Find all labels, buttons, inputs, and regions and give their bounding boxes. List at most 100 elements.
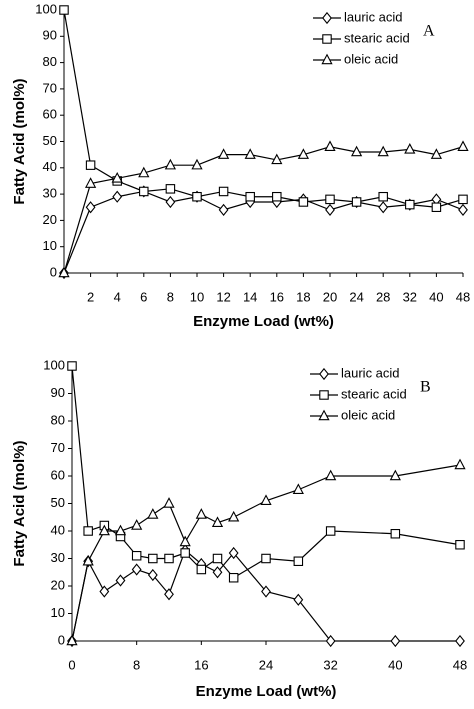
series-line <box>63 146 464 274</box>
marker <box>272 191 282 202</box>
marker <box>378 201 389 214</box>
marker <box>59 5 69 15</box>
marker <box>179 535 191 547</box>
x-tick-label: 28 <box>376 289 390 304</box>
marker <box>455 634 465 648</box>
y-tick-label: 60 <box>43 107 57 122</box>
marker <box>260 494 272 506</box>
y-tick-label: 70 <box>51 440 65 455</box>
marker <box>164 553 174 564</box>
y-tick-label: 90 <box>43 28 57 43</box>
marker <box>85 201 96 214</box>
y-tick-label: 100 <box>35 1 57 16</box>
x-tick-label: 16 <box>194 657 208 672</box>
x-tick-label: 8 <box>133 657 140 672</box>
marker <box>164 588 174 601</box>
marker <box>458 194 468 205</box>
marker <box>350 145 363 157</box>
marker <box>325 203 335 216</box>
marker <box>191 158 203 170</box>
y-tick-label: 40 <box>51 522 65 537</box>
marker <box>192 191 202 202</box>
marker <box>114 524 127 536</box>
x-tick-label: 8 <box>167 289 174 304</box>
marker <box>319 367 329 381</box>
marker <box>404 143 416 154</box>
y-tick-label: 20 <box>51 577 65 592</box>
marker <box>293 556 304 566</box>
x-axis-label: Enzyme Load (wt%) <box>196 683 337 700</box>
marker <box>430 148 443 159</box>
marker <box>195 508 207 519</box>
marker <box>217 148 230 159</box>
marker <box>163 497 175 508</box>
series-line <box>71 549 460 642</box>
y-tick-label: 100 <box>43 357 65 372</box>
marker <box>111 171 123 183</box>
y-tick-label: 70 <box>43 80 57 95</box>
series-line <box>71 464 461 642</box>
y-tick-label: 60 <box>51 467 65 482</box>
marker <box>85 160 96 170</box>
marker <box>319 390 329 400</box>
marker <box>297 148 310 159</box>
y-tick-label: 90 <box>51 385 65 400</box>
marker <box>431 202 442 213</box>
y-tick-label: 10 <box>51 605 65 620</box>
marker <box>212 566 223 579</box>
legend-label: stearic acid <box>344 30 410 45</box>
series-line <box>63 9 464 208</box>
marker <box>147 508 159 519</box>
marker <box>325 634 336 648</box>
x-tick-label: 0 <box>68 657 75 672</box>
marker <box>164 158 177 170</box>
y-axis-label: Fatty Acid (mol%) <box>11 78 28 204</box>
marker <box>454 458 466 470</box>
x-tick-label: 2 <box>87 289 94 304</box>
marker <box>228 546 239 560</box>
y-axis-label: Fatty Acid (mol%) <box>11 440 28 566</box>
legend-label: lauric acid <box>341 365 400 380</box>
legend-label: oleic acid <box>341 407 395 422</box>
y-tick-label: 0 <box>58 632 65 647</box>
marker <box>245 191 255 202</box>
legend-label: lauric acid <box>344 9 403 24</box>
x-tick-label: 12 <box>216 289 230 304</box>
x-tick-label: 4 <box>114 289 121 304</box>
marker <box>390 528 401 539</box>
y-tick-label: 40 <box>43 159 57 174</box>
marker <box>318 409 330 421</box>
marker <box>292 483 304 495</box>
x-tick-label: 14 <box>243 289 257 304</box>
x-tick-label: 48 <box>453 657 467 672</box>
marker <box>147 568 158 582</box>
marker <box>325 526 336 536</box>
marker <box>261 553 271 564</box>
x-tick-label: 48 <box>456 289 470 304</box>
marker <box>324 140 336 152</box>
y-tick-label: 80 <box>51 412 65 427</box>
marker <box>378 191 388 202</box>
marker <box>165 184 176 194</box>
marker <box>82 554 94 566</box>
marker <box>293 593 304 606</box>
marker <box>390 634 401 648</box>
marker <box>66 634 78 646</box>
marker <box>211 516 224 528</box>
marker <box>138 166 150 178</box>
marker <box>351 197 362 207</box>
marker <box>228 572 239 583</box>
y-tick-label: 20 <box>43 212 57 227</box>
marker <box>322 11 332 25</box>
legend-label: oleic acid <box>344 51 398 66</box>
marker <box>99 585 110 598</box>
y-tick-label: 30 <box>51 550 65 565</box>
y-tick-label: 80 <box>43 54 57 69</box>
marker <box>405 199 415 210</box>
x-tick-label: 16 <box>270 289 284 304</box>
marker <box>131 550 142 561</box>
y-tick-label: 50 <box>43 133 57 148</box>
marker <box>131 519 143 530</box>
marker <box>261 585 271 598</box>
